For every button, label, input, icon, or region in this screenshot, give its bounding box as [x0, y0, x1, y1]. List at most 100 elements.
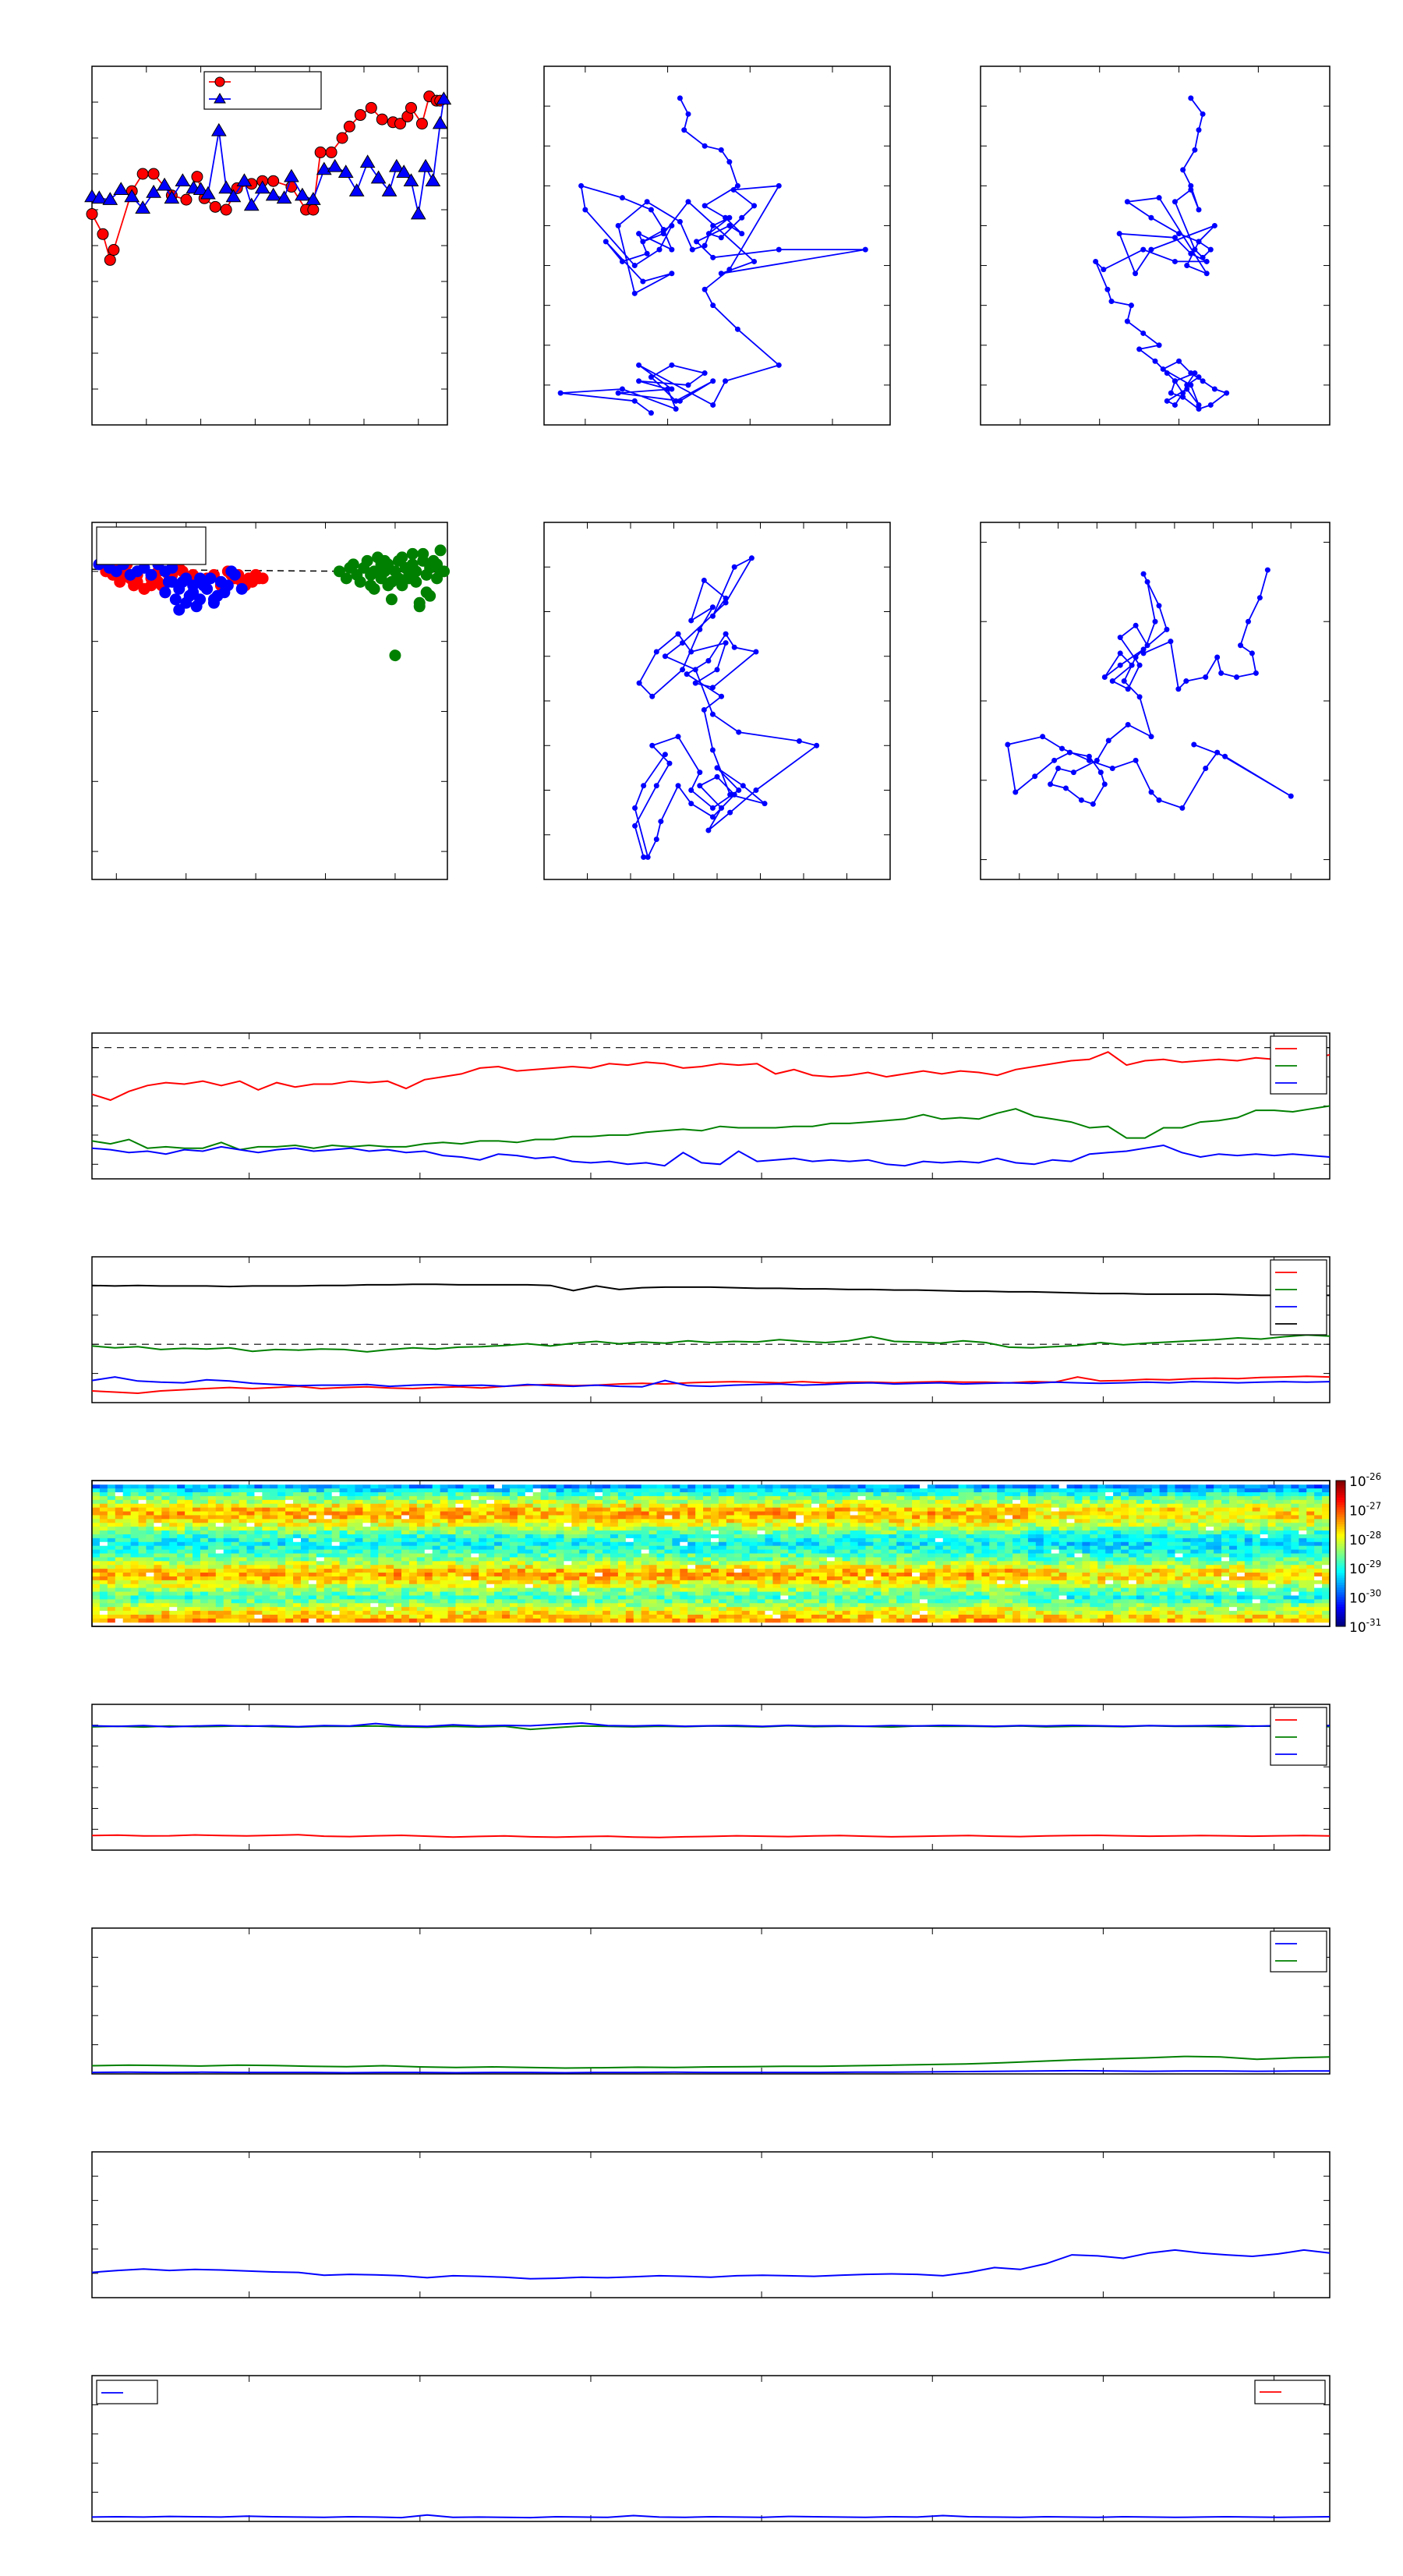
heatmap-cell — [1214, 1500, 1221, 1504]
heatmap-cell — [1113, 1554, 1121, 1558]
heatmap-cell — [161, 1538, 169, 1542]
heatmap-cell — [1012, 1519, 1020, 1523]
heatmap-cell — [967, 1542, 974, 1546]
heatmap-cell — [1160, 1512, 1168, 1516]
heatmap-cell — [1051, 1492, 1059, 1496]
heatmap-cell — [208, 1504, 216, 1508]
heatmap-cell — [610, 1557, 618, 1561]
heatmap-cell — [758, 1534, 765, 1538]
heatmap-cell — [1245, 1492, 1253, 1496]
data-point — [669, 223, 674, 228]
heatmap-cell — [169, 1515, 177, 1519]
heatmap-cell — [571, 1519, 579, 1523]
heatmap-cell — [695, 1523, 703, 1527]
data-point — [616, 223, 621, 228]
heatmap-cell — [1237, 1504, 1245, 1508]
heatmap-cell — [386, 1530, 394, 1534]
heatmap-cell — [1283, 1508, 1291, 1512]
heatmap-cell — [1221, 1488, 1229, 1492]
heatmap-cell — [254, 1550, 262, 1554]
heatmap-cell — [811, 1565, 819, 1569]
heatmap-cell — [1113, 1504, 1121, 1508]
heatmap-cell — [734, 1550, 742, 1554]
heatmap-cell — [626, 1512, 634, 1516]
heatmap-cell — [664, 1500, 672, 1504]
heatmap-cell — [370, 1496, 378, 1500]
heatmap-cell — [510, 1538, 518, 1542]
data-point — [1222, 754, 1228, 759]
heatmap-cell — [277, 1500, 285, 1504]
heatmap-cell — [518, 1527, 525, 1530]
heatmap-cell — [386, 1557, 394, 1561]
heatmap-cell — [587, 1546, 595, 1550]
heatmap-cell — [603, 1538, 610, 1542]
heatmap-cell — [340, 1534, 348, 1538]
heatmap-cell — [1299, 1542, 1306, 1546]
heatmap-cell — [92, 1546, 100, 1550]
heatmap-cell — [510, 1550, 518, 1554]
heatmap-cell — [920, 1561, 928, 1565]
heatmap-cell — [340, 1496, 348, 1500]
heatmap-cell — [486, 1538, 494, 1542]
heatmap-cell — [285, 1576, 293, 1580]
heatmap-cell — [703, 1550, 711, 1554]
heatmap-cell — [417, 1492, 425, 1496]
heatmap-cell — [843, 1504, 850, 1508]
heatmap-cell — [873, 1488, 881, 1492]
heatmap-cell — [1160, 1565, 1168, 1569]
heatmap-cell — [1214, 1554, 1221, 1558]
heatmap-cell — [1276, 1538, 1284, 1542]
heatmap-cell — [850, 1527, 858, 1530]
heatmap-cell — [843, 1500, 850, 1504]
heatmap-cell — [123, 1508, 131, 1512]
heatmap-cell — [896, 1512, 904, 1516]
heatmap-cell — [920, 1538, 928, 1542]
heatmap-cell — [324, 1542, 332, 1546]
heatmap-cell — [595, 1530, 603, 1534]
heatmap-cell — [1190, 1492, 1198, 1496]
heatmap-cell — [394, 1550, 401, 1554]
heatmap-cell — [1129, 1573, 1136, 1576]
heatmap-cell — [386, 1546, 394, 1550]
heatmap-cell — [1260, 1561, 1268, 1565]
heatmap-cell — [711, 1561, 719, 1565]
heatmap-cell — [185, 1546, 193, 1550]
heatmap-cell — [843, 1523, 850, 1527]
heatmap-cell — [1314, 1561, 1322, 1565]
heatmap-cell — [1160, 1569, 1168, 1573]
heatmap-cell — [1020, 1534, 1028, 1538]
heatmap-cell — [981, 1508, 989, 1512]
heatmap-cell — [185, 1561, 193, 1565]
heatmap-cell — [185, 1538, 193, 1542]
heatmap-cell — [1136, 1565, 1144, 1569]
heatmap-cell — [920, 1515, 928, 1519]
heatmap-cell — [471, 1534, 479, 1538]
heatmap-cell — [610, 1504, 618, 1508]
heatmap-cell — [1291, 1546, 1299, 1550]
heatmap-cell — [1229, 1519, 1237, 1523]
heatmap-cell — [912, 1554, 920, 1558]
heatmap-cell — [967, 1500, 974, 1504]
heatmap-cell — [1090, 1557, 1097, 1561]
heatmap-cell — [928, 1573, 935, 1576]
heatmap-cell — [1276, 1546, 1284, 1550]
heatmap-cell — [277, 1508, 285, 1512]
heatmap-cell — [843, 1527, 850, 1530]
heatmap-cell — [440, 1557, 448, 1561]
heatmap-cell — [610, 1523, 618, 1527]
heatmap-cell — [193, 1554, 200, 1558]
heatmap-cell — [401, 1538, 409, 1542]
heatmap-cell — [348, 1488, 355, 1492]
heatmap-cell — [587, 1557, 595, 1561]
heatmap-cell — [796, 1508, 804, 1512]
data-point — [1055, 766, 1061, 771]
heatmap-cell — [1299, 1527, 1306, 1530]
heatmap-cell — [579, 1504, 587, 1508]
heatmap-cell — [881, 1554, 889, 1558]
heatmap-cell — [719, 1565, 726, 1569]
heatmap-cell — [1276, 1561, 1284, 1565]
heatmap-cell — [270, 1542, 277, 1546]
heatmap-cell — [533, 1504, 541, 1508]
heatmap-cell — [479, 1565, 486, 1569]
heatmap-cell — [1198, 1496, 1206, 1500]
